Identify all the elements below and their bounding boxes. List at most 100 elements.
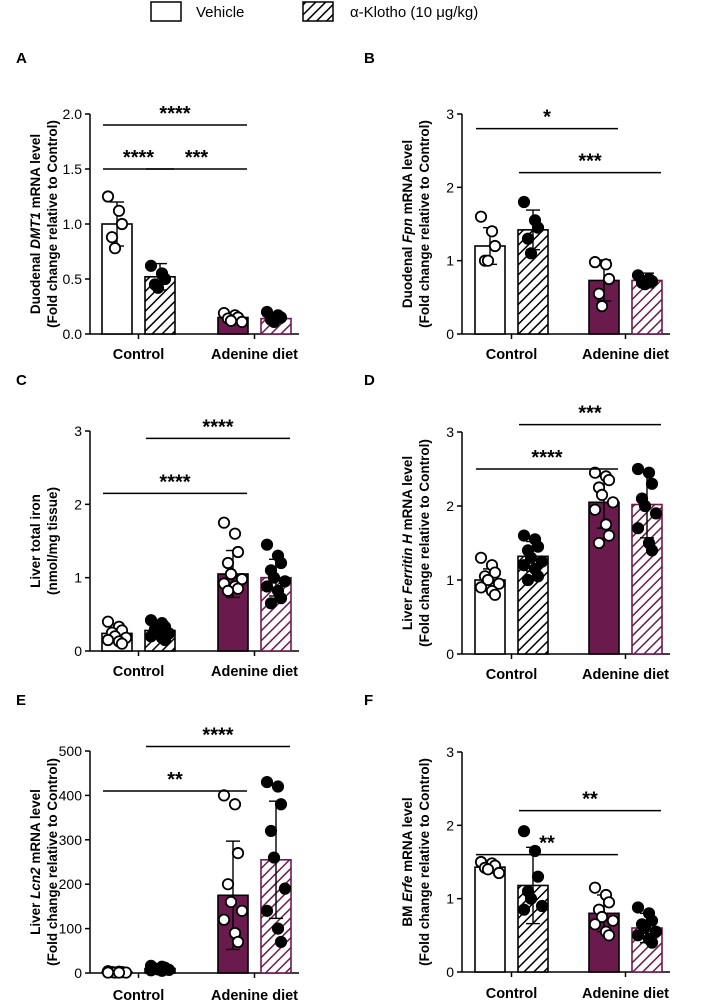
data-point [606, 914, 620, 927]
y-tick-label: 2 [446, 498, 454, 514]
data-point [260, 904, 274, 917]
data-point [231, 582, 245, 595]
y-axis-label-units: (Fold change relative to Control) [417, 439, 432, 647]
panel-letter: A [16, 50, 27, 67]
y-tick-label: 0.0 [63, 326, 83, 342]
data-point [158, 272, 172, 286]
data-point [108, 242, 122, 255]
data-point [267, 851, 281, 864]
data-point [492, 577, 506, 590]
y-axis-label-part: mRNA level [400, 797, 415, 875]
data-point [158, 633, 172, 647]
y-tick-label: 300 [59, 832, 83, 848]
data-point [631, 462, 645, 476]
data-point [602, 529, 616, 542]
data-point [112, 966, 126, 979]
y-tick-label: 0 [446, 326, 454, 342]
data-point [115, 217, 129, 231]
y-axis-label-units: (Fold change relative to Control) [417, 120, 432, 328]
data-point [264, 824, 278, 838]
y-axis-label: Liver total iron [28, 494, 43, 588]
y-axis-label-part: Duodenal [28, 249, 43, 314]
x-category-label: Control [113, 347, 165, 363]
data-point [235, 315, 249, 328]
data-point [517, 559, 531, 572]
y-tick-label: 0 [446, 964, 454, 980]
significance-label: *** [185, 147, 209, 169]
data-point [101, 190, 115, 203]
x-category-label: Adenine diet [582, 667, 669, 683]
data-point [521, 573, 535, 587]
panel-d: D Liver Ferritin H mRNA level (Fold change… [364, 372, 670, 683]
y-axis-label-part: Duodenal [400, 243, 415, 308]
data-point [524, 892, 538, 905]
y-tick-label: 3 [446, 744, 454, 760]
significance-label: **** [123, 147, 154, 169]
x-category-label: Adenine diet [211, 347, 298, 363]
data-point [278, 575, 292, 588]
data-point [592, 536, 606, 550]
y-tick-label: 100 [59, 921, 83, 937]
data-point [649, 925, 663, 938]
data-point [531, 870, 545, 883]
x-category-label: Control [486, 347, 538, 363]
data-point [481, 254, 495, 267]
y-axis-label: Duodenal Fpn mRNA level [400, 140, 415, 308]
data-point [531, 221, 545, 234]
y-axis-label-part: Lcn2 [28, 867, 43, 899]
legend: Vehicle α-Klotho (10 μg/kg) [150, 1, 478, 22]
data-point [602, 896, 616, 909]
data-point [638, 499, 652, 513]
data-point [517, 195, 531, 209]
y-axis-label: BM Erfe mRNA level [400, 797, 415, 926]
data-point [271, 780, 285, 793]
x-category-label: Control [486, 667, 538, 683]
data-point [217, 913, 231, 926]
data-point [260, 580, 274, 593]
data-point [231, 935, 245, 949]
data-point [260, 775, 274, 789]
data-point [224, 895, 238, 909]
x-category-label: Control [486, 986, 538, 1002]
legend-klotho-label: α-Klotho (10 μg/kg) [350, 4, 478, 21]
y-tick-label: 1 [74, 570, 82, 586]
y-tick-label: 2 [446, 179, 454, 195]
y-axis-label-units: (nmol/mg tissue) [45, 487, 60, 595]
y-tick-label: 1 [446, 891, 454, 907]
data-point [524, 551, 538, 564]
data-point [112, 204, 126, 217]
y-tick-label: 1.0 [63, 216, 83, 232]
y-axis-label-part: DMT1 [28, 212, 43, 249]
data-point [524, 247, 538, 260]
y-tick-label: 3 [446, 106, 454, 122]
data-point [595, 910, 609, 924]
y-tick-label: 0 [74, 643, 82, 659]
y-tick-label: 1.5 [63, 161, 83, 177]
data-point [474, 581, 488, 594]
y-tick-label: 2 [74, 496, 82, 512]
x-category-label: Control [113, 988, 165, 1004]
data-point [535, 555, 549, 568]
data-point [481, 573, 495, 587]
x-category-label: Adenine diet [582, 347, 669, 363]
data-point [155, 964, 169, 977]
panel-b: B Duodenal Fpn mRNA level (Fold change rel… [364, 50, 670, 363]
data-point [274, 935, 288, 949]
data-point [521, 232, 535, 245]
y-axis-label-part: mRNA level [28, 134, 43, 212]
y-tick-label: 2.0 [63, 106, 83, 122]
panel-letter: D [364, 372, 375, 389]
data-point [606, 496, 620, 509]
data-point [101, 615, 115, 628]
data-point [115, 637, 129, 650]
data-point [638, 278, 652, 291]
panel-letter: C [16, 372, 27, 389]
x-category-label: Adenine diet [211, 664, 298, 680]
panel-a: A Duodenal DMT1 mRNA level (Fold change re… [16, 50, 299, 363]
y-axis-label-part: Ferritin H [400, 534, 415, 594]
data-point [224, 567, 238, 581]
data-point [224, 314, 238, 327]
data-point [105, 231, 119, 244]
data-point [492, 866, 506, 880]
panel-letter: F [364, 692, 373, 709]
